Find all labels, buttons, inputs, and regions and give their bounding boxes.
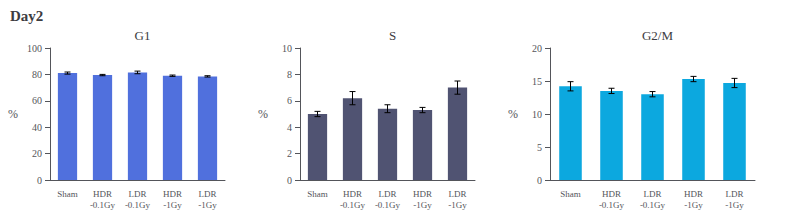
svg-text:-1Gy: -1Gy xyxy=(163,200,182,210)
svg-text:-1Gy: -1Gy xyxy=(684,200,703,210)
svg-text:LDR: LDR xyxy=(199,189,217,199)
svg-text:20: 20 xyxy=(32,148,42,159)
svg-text:100: 100 xyxy=(27,43,42,54)
svg-text:-1Gy: -1Gy xyxy=(198,200,217,210)
svg-text:80: 80 xyxy=(32,69,42,80)
svg-text:40: 40 xyxy=(32,122,42,133)
svg-text:-0.1Gy: -0.1Gy xyxy=(90,200,116,210)
svg-text:Sham: Sham xyxy=(560,189,581,199)
svg-text:-1Gy: -1Gy xyxy=(725,200,744,210)
svg-text:HDR: HDR xyxy=(684,189,703,199)
svg-text:-0.1Gy: -0.1Gy xyxy=(599,200,625,210)
svg-text:%: % xyxy=(8,107,18,121)
svg-text:HDR: HDR xyxy=(163,189,182,199)
svg-text:HDR: HDR xyxy=(93,189,112,199)
svg-text:-0.1Gy: -0.1Gy xyxy=(340,200,366,210)
svg-text:2: 2 xyxy=(287,148,292,159)
svg-text:-1Gy: -1Gy xyxy=(448,200,467,210)
svg-text:0: 0 xyxy=(537,175,542,186)
svg-text:6: 6 xyxy=(287,95,292,106)
svg-text:0: 0 xyxy=(287,175,292,186)
svg-text:%: % xyxy=(508,107,518,121)
svg-text:-0.1Gy: -0.1Gy xyxy=(640,200,666,210)
svg-text:10: 10 xyxy=(532,109,542,120)
svg-text:4: 4 xyxy=(287,122,292,133)
svg-text:0: 0 xyxy=(37,175,42,186)
svg-text:Sham: Sham xyxy=(307,189,328,199)
svg-text:S: S xyxy=(389,28,396,43)
svg-text:-0.1Gy: -0.1Gy xyxy=(375,200,401,210)
svg-text:8: 8 xyxy=(287,69,292,80)
svg-text:HDR: HDR xyxy=(602,189,621,199)
svg-text:LDR: LDR xyxy=(644,189,662,199)
svg-text:LDR: LDR xyxy=(129,189,147,199)
svg-text:Day2: Day2 xyxy=(10,8,43,24)
svg-text:G2/M: G2/M xyxy=(642,28,674,43)
svg-text:LDR: LDR xyxy=(449,189,467,199)
svg-text:20: 20 xyxy=(532,43,542,54)
svg-text:Sham: Sham xyxy=(57,189,78,199)
svg-text:-0.1Gy: -0.1Gy xyxy=(125,200,151,210)
svg-text:%: % xyxy=(258,107,268,121)
svg-text:-1Gy: -1Gy xyxy=(413,200,432,210)
svg-text:10: 10 xyxy=(282,43,292,54)
svg-text:15: 15 xyxy=(532,76,542,87)
svg-text:5: 5 xyxy=(537,142,542,153)
svg-text:HDR: HDR xyxy=(343,189,362,199)
svg-text:G1: G1 xyxy=(135,28,151,43)
svg-text:LDR: LDR xyxy=(726,189,744,199)
svg-text:HDR: HDR xyxy=(413,189,432,199)
svg-text:60: 60 xyxy=(32,95,42,106)
svg-text:LDR: LDR xyxy=(379,189,397,199)
